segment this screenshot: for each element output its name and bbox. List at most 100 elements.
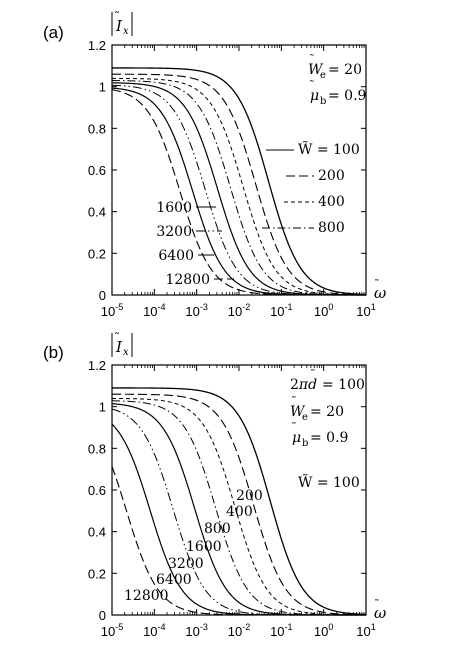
series-label-100: W̃ = 100	[298, 140, 360, 158]
svg-text:ω: ω	[374, 284, 386, 302]
panel-a-y-axis: 0 0.2 0.4 0.6 0.8 1 1.2	[88, 38, 366, 303]
series-line-6400	[111, 87, 366, 296]
y-tick-label: 0.6	[88, 483, 106, 498]
svg-text:= 0.9: = 0.9	[310, 430, 348, 446]
svg-text:I: I	[115, 17, 123, 35]
panel-b-param-we: W ˜ e = 20	[290, 395, 344, 423]
svg-text:˜: ˜	[309, 53, 315, 66]
svg-text:˜: ˜	[291, 421, 297, 434]
series-label-1600: 1600	[186, 539, 222, 555]
svg-text:˜: ˜	[309, 79, 315, 92]
series-line-400	[111, 397, 366, 616]
series-line-100	[112, 67, 367, 296]
series-line-3200	[111, 408, 366, 616]
series-label-1600: 1600	[156, 200, 192, 216]
panel-a-x-label: ω ˜	[374, 278, 386, 302]
y-tick-label: 0	[99, 608, 106, 623]
series-label-12800: 12800	[124, 588, 169, 604]
svg-text:˜: ˜	[114, 331, 120, 345]
series-line-12800	[111, 466, 366, 616]
svg-text:˜: ˜	[374, 598, 380, 611]
series-label-800: 800	[318, 220, 345, 236]
panel-a-param-we: W ˜ e = 20	[308, 53, 362, 81]
panel-a-series-labels: W̃ = 100 200 400 800 1600 3200 6400 12800	[156, 140, 359, 288]
x-tick-label: 10-1	[270, 622, 292, 639]
y-tick-label: 0.4	[88, 205, 106, 220]
y-tick-label: 0.8	[88, 121, 106, 136]
y-tick-label: 1.2	[88, 38, 106, 53]
svg-text:e: e	[320, 70, 326, 81]
panel-b: (b) I x ˜ 0 0.2 0.4 0.6 0.8 1 1.2 10-5 10-4 10-3…	[43, 331, 386, 639]
svg-text:= 0.9: = 0.9	[328, 88, 366, 104]
panel-b-param-mub: μ ˜ b = 0.9	[291, 421, 348, 449]
panel-a-parameters: W ˜ e = 20 μ ˜ b = 0.9	[308, 53, 366, 107]
svg-text:e: e	[302, 412, 308, 423]
svg-text:˜: ˜	[291, 395, 297, 408]
x-tick-label: 10-3	[185, 302, 207, 319]
series-label-12800: 12800	[165, 272, 210, 288]
svg-text:b: b	[302, 438, 308, 449]
svg-text:W: W	[308, 62, 324, 78]
svg-text:2πd: 2πd	[290, 377, 317, 393]
svg-text:˜: ˜	[114, 10, 120, 24]
series-line-800	[111, 400, 366, 616]
panel-a-label: (a)	[43, 23, 64, 42]
y-tick-label: 0.8	[88, 441, 106, 456]
x-tick-label: 101	[356, 302, 375, 319]
x-tick-label: 10-4	[143, 302, 165, 319]
svg-text:˜: ˜	[310, 368, 316, 381]
series-line-200	[111, 73, 367, 296]
x-tick-label: 10-3	[185, 622, 207, 639]
y-tick-label: 1	[99, 80, 106, 95]
x-tick-label: 100	[314, 302, 333, 319]
svg-text:= 20: = 20	[310, 404, 344, 420]
y-tick-label: 0.4	[88, 525, 106, 540]
svg-text:ω: ω	[374, 604, 386, 622]
series-label-3200: 3200	[168, 556, 204, 572]
svg-text:μ: μ	[292, 430, 301, 446]
series-label-6400: 6400	[156, 572, 192, 588]
panel-b-label: (b)	[43, 343, 64, 362]
series-label-400: 400	[226, 504, 253, 520]
series-label-800: 800	[204, 521, 231, 537]
y-tick-label: 1	[99, 400, 106, 415]
x-tick-label: 10-1	[270, 302, 292, 319]
series-line-800	[112, 80, 367, 296]
svg-text:I: I	[115, 338, 123, 356]
series-line-200	[112, 393, 367, 616]
series-label-400: 400	[318, 194, 345, 210]
series-line-400	[111, 77, 367, 296]
panel-b-y-axis: 0 0.2 0.4 0.6 0.8 1 1.2	[88, 358, 366, 623]
x-tick-label: 10-2	[228, 302, 250, 319]
panel-a: (a) I x ˜ 0 0.2 0.4 0.6 0.8 1 1.2 10-5 10-4 10-3…	[43, 10, 386, 319]
svg-text:μ: μ	[310, 88, 319, 104]
x-tick-label: 10-2	[228, 622, 250, 639]
panel-a-x-axis: 10-5 10-4 10-3 10-2 10-1 100 101	[101, 45, 376, 319]
series-label-6400: 6400	[158, 248, 194, 264]
y-tick-label: 0.2	[88, 566, 106, 581]
svg-text:= 20: = 20	[328, 62, 362, 78]
x-tick-label: 10-4	[143, 622, 165, 639]
panel-b-series	[111, 387, 367, 616]
svg-text:˜: ˜	[374, 278, 380, 291]
series-label-200: 200	[318, 168, 345, 184]
x-tick-label: 100	[314, 622, 333, 639]
panel-b-ylabel: I x ˜	[111, 331, 133, 358]
x-tick-label: 101	[356, 622, 375, 639]
y-tick-label: 0.6	[88, 163, 106, 178]
panel-b-x-label: ω ˜	[374, 598, 386, 622]
x-tick-label: 10-5	[101, 302, 123, 319]
panel-a-param-mub: μ ˜ b = 0.9	[309, 79, 366, 107]
y-tick-label: 0	[99, 288, 106, 303]
panel-a-ylabel: I x ˜	[111, 10, 133, 37]
panel-a-series	[111, 67, 367, 296]
series-label-100: W̃ = 100	[298, 473, 360, 491]
svg-text:x: x	[123, 347, 129, 358]
svg-text:b: b	[320, 96, 326, 107]
svg-text:x: x	[123, 26, 129, 37]
series-line-12800	[111, 89, 366, 296]
y-tick-label: 1.2	[88, 358, 106, 373]
series-label-3200: 3200	[156, 224, 192, 240]
